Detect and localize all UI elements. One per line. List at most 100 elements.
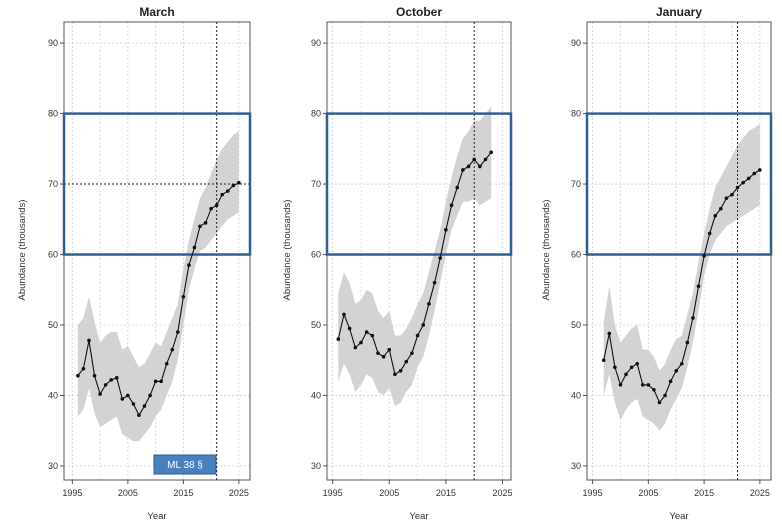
y-axis-label: Abundance (thousands) <box>541 200 552 301</box>
y-tick-label: 30 <box>48 461 58 471</box>
data-point <box>466 164 471 169</box>
confidence-band <box>603 124 760 431</box>
y-tick-label: 70 <box>48 179 58 189</box>
data-point <box>618 383 623 387</box>
data-point <box>92 373 97 378</box>
badge-label: ML 38 § <box>167 460 203 471</box>
x-tick-label: 2015 <box>436 488 456 498</box>
data-point <box>220 192 225 197</box>
data-point <box>387 347 392 352</box>
y-tick-label: 70 <box>571 179 581 189</box>
data-point <box>629 365 634 370</box>
plot-frame <box>586 21 772 481</box>
data-point <box>98 392 102 396</box>
data-point <box>393 372 397 377</box>
x-tick-label: 2015 <box>173 488 193 498</box>
data-point <box>364 330 369 334</box>
data-point <box>81 366 86 371</box>
confidence-band <box>338 106 492 406</box>
data-point <box>114 376 119 380</box>
data-point <box>674 368 679 373</box>
data-point <box>449 203 454 207</box>
data-point <box>478 164 482 169</box>
x-tick-label: 2005 <box>118 488 138 498</box>
data-point <box>646 383 651 387</box>
y-tick-label: 50 <box>48 320 58 330</box>
data-point <box>192 245 197 250</box>
data-point <box>181 295 186 299</box>
data-point <box>613 365 617 370</box>
data-point <box>696 284 701 289</box>
data-point <box>691 316 695 320</box>
data-point <box>342 312 346 317</box>
data-point <box>398 368 403 373</box>
y-tick-label: 40 <box>48 390 58 400</box>
data-point <box>752 171 757 176</box>
data-point <box>735 185 740 190</box>
y-tick-label: 50 <box>571 320 581 330</box>
data-point <box>87 338 91 343</box>
data-point <box>142 404 147 408</box>
data-point <box>663 393 667 398</box>
data-point <box>461 168 465 172</box>
data-point <box>176 330 180 334</box>
data-point <box>404 359 409 364</box>
data-point <box>164 361 169 366</box>
data-point <box>148 393 152 398</box>
y-tick-label: 80 <box>571 109 581 119</box>
chart-title: October <box>396 5 442 19</box>
data-point <box>685 340 690 345</box>
data-point <box>131 402 136 406</box>
data-point <box>758 168 762 172</box>
data-point <box>438 256 443 260</box>
x-tick-label: 2025 <box>229 488 249 498</box>
data-point <box>198 224 202 229</box>
y-axis-label: Abundance (thousands) <box>282 200 293 301</box>
x-tick-label: 1995 <box>62 488 82 498</box>
data-point <box>483 157 488 162</box>
data-point <box>444 228 448 232</box>
data-point <box>376 351 380 355</box>
data-point <box>668 379 673 384</box>
data-point <box>76 373 80 378</box>
data-point <box>679 361 684 366</box>
x-tick-label: 2015 <box>694 488 714 498</box>
y-tick-label: 90 <box>571 38 581 48</box>
y-tick-label: 60 <box>571 250 581 260</box>
data-point <box>730 192 734 197</box>
plot-frame <box>326 21 512 481</box>
y-tick-label: 60 <box>48 250 58 260</box>
data-point <box>109 378 113 382</box>
data-point <box>719 206 723 211</box>
data-point <box>702 254 706 258</box>
y-tick-label: 70 <box>311 179 321 189</box>
data-point <box>153 379 158 384</box>
data-point <box>353 345 358 350</box>
data-point <box>137 413 141 417</box>
data-point <box>607 331 612 336</box>
x-tick-label: 2025 <box>492 488 512 498</box>
confidence-band <box>77 131 239 442</box>
data-point <box>203 221 208 225</box>
panel-1: 30 40 50 60 70 80 90 1995 2005 2015 2025 October Yea… <box>282 5 513 522</box>
chart-title: January <box>656 5 702 19</box>
y-tick-label: 80 <box>311 109 321 119</box>
data-point <box>635 361 639 366</box>
data-point <box>489 150 493 155</box>
data-point <box>624 372 628 377</box>
y-tick-label: 40 <box>311 390 321 400</box>
data-point <box>724 196 729 200</box>
data-point <box>214 203 219 207</box>
x-tick-label: 2025 <box>750 488 770 498</box>
data-point <box>170 347 175 352</box>
y-tick-label: 90 <box>311 38 321 48</box>
data-point <box>415 333 420 338</box>
y-tick-label: 50 <box>311 320 321 330</box>
data-point <box>159 379 163 384</box>
x-axis-label: Year <box>147 511 166 522</box>
data-point <box>225 189 230 193</box>
data-point <box>713 213 718 218</box>
data-point <box>746 176 751 181</box>
data-point <box>601 358 606 363</box>
